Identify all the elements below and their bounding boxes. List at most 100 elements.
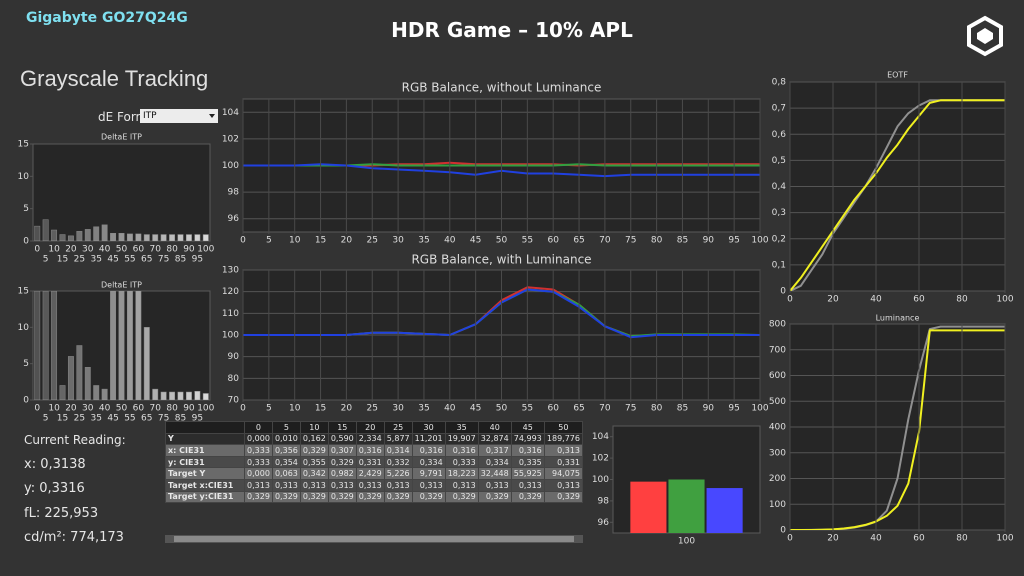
y-tick-label: 98	[228, 188, 240, 198]
table-cell: 0,162	[299, 432, 329, 446]
logo	[967, 15, 1003, 57]
x-tick-label: 20	[827, 534, 839, 544]
x-tick-label: 55	[522, 404, 533, 414]
table-cell: 11,201	[411, 432, 446, 446]
table-row: Target Y 0,000 0,063 0,342 0,982 2,429 5,226 9,…	[165, 467, 584, 480]
x-tick-label: 100	[197, 245, 214, 255]
x-tick-label: 60	[133, 245, 145, 255]
y-tick-label: 0,7	[772, 104, 786, 114]
chart-title: Luminance	[876, 314, 920, 323]
table-cell: 0,329	[327, 455, 357, 469]
data-table: 0 5 10 15 20 25 30 35 40 45 50 Y 0,000 0,010 0,162 0,59…	[165, 421, 584, 504]
scrollbar[interactable]	[165, 535, 583, 543]
y-tick-label: 0,3	[772, 208, 786, 218]
table-cell: 0,329	[477, 490, 512, 504]
header-corner	[165, 421, 245, 434]
row-label: x: CIE31	[165, 444, 245, 457]
column-header: 40	[477, 421, 512, 434]
bar	[185, 391, 192, 400]
x-tick-label: 30	[392, 236, 404, 246]
x-tick-label: 80	[166, 245, 178, 255]
x-tick-label: 0	[787, 295, 793, 305]
table-cell: 0,329	[244, 490, 273, 504]
x-tick-label: 0	[34, 245, 40, 255]
scroll-thumb[interactable]	[174, 536, 574, 542]
x-tick-label: 55	[522, 236, 533, 246]
bar	[160, 234, 167, 241]
table-cell: 0,316	[510, 444, 545, 457]
x-tick-label: 85	[175, 414, 186, 424]
x-tick-label: 20	[65, 245, 77, 255]
x-tick-label: 100	[751, 236, 768, 246]
column-header: 50	[543, 421, 584, 434]
y-tick-label: 0,5	[772, 156, 786, 166]
table-cell: 0,313	[299, 478, 329, 492]
x-tick-label: 55	[124, 255, 135, 265]
x-tick-label: 40	[444, 404, 456, 414]
bar	[67, 235, 74, 241]
formula-select[interactable]: ITP	[140, 109, 218, 123]
plot	[790, 325, 1005, 530]
table-cell: 189,776	[543, 432, 584, 446]
x-tick-label: 40	[870, 295, 882, 305]
table-cell: 0,356	[271, 444, 301, 457]
brand: Gigabyte GO27Q24G	[26, 10, 188, 26]
x-tick-label: 70	[149, 404, 161, 414]
table-cell: 0,332	[383, 455, 413, 469]
table-cell: 5,226	[383, 467, 413, 480]
x-tick-label: 10	[289, 236, 301, 246]
x-tick-label: 15	[57, 255, 68, 265]
bar	[152, 388, 159, 400]
row-label: Target y:CIE31	[165, 490, 245, 504]
x-tick-label: 85	[677, 404, 688, 414]
table-cell: 9,791	[411, 467, 446, 480]
x-tick-label: 75	[625, 236, 636, 246]
bar	[152, 234, 159, 241]
column-header: 0	[244, 421, 273, 434]
chart: EOTF 0 0,1 0,2 0,3 0,4 0,5 0,6 0,7 0,8 0 20 40 60 80 10…	[772, 71, 1014, 305]
table-row: Y 0,000 0,010 0,162 0,590 2,334 5,877 11,201 19,…	[165, 432, 584, 446]
current-reading: Current Reading: x: 0,3138 y: 0,3316 fL: 2…	[24, 428, 126, 551]
table-cell: 0,317	[477, 444, 512, 457]
bar	[101, 388, 108, 400]
table-cell: 0,334	[411, 455, 446, 469]
y-tick-label: 102	[592, 454, 609, 464]
y-tick-label: 96	[228, 214, 240, 224]
y-tick-label: 98	[598, 496, 610, 506]
table-cell: 0,333	[444, 455, 479, 469]
table-cell: 0,316	[444, 444, 479, 457]
table-cell: 55,925	[510, 467, 545, 480]
y-tick-label: 0,8	[772, 78, 787, 88]
bar	[706, 488, 743, 533]
x-tick-label: 65	[573, 236, 584, 246]
x-tick-label: 20	[65, 404, 77, 414]
heading: Grayscale Tracking	[20, 66, 209, 91]
reading-title: Current Reading:	[24, 433, 126, 447]
table-cell: 0,329	[510, 490, 545, 504]
bar	[194, 234, 201, 241]
x-tick-label: 5	[266, 236, 272, 246]
row-label: y: CIE31	[165, 455, 245, 469]
column-header: 20	[355, 421, 385, 434]
y-tick-label: 0	[23, 237, 29, 247]
x-tick-label: 95	[192, 414, 203, 424]
table-cell: 32,448	[477, 467, 512, 480]
table-cell: 0,331	[543, 455, 584, 469]
bar	[34, 291, 41, 400]
x-tick-label: 15	[57, 414, 68, 424]
x-tick-label: 50	[116, 245, 128, 255]
y-tick-label: 0,6	[772, 130, 787, 140]
x-tick-label: 45	[470, 236, 481, 246]
table-cell: 0,329	[355, 490, 385, 504]
table-cell: 0,342	[299, 467, 329, 480]
plot-area	[32, 143, 211, 242]
x-tick-label: 80	[166, 404, 178, 414]
x-tick-label: 25	[367, 404, 378, 414]
chart-title: DeltaE ITP	[101, 281, 142, 290]
bar	[185, 234, 192, 241]
x-tick-label: 35	[90, 414, 101, 424]
x-tick-label: 95	[728, 236, 739, 246]
x-tick-label: 100	[996, 534, 1013, 544]
y-tick-label: 104	[222, 108, 239, 118]
y-tick-label: 10	[18, 323, 30, 333]
